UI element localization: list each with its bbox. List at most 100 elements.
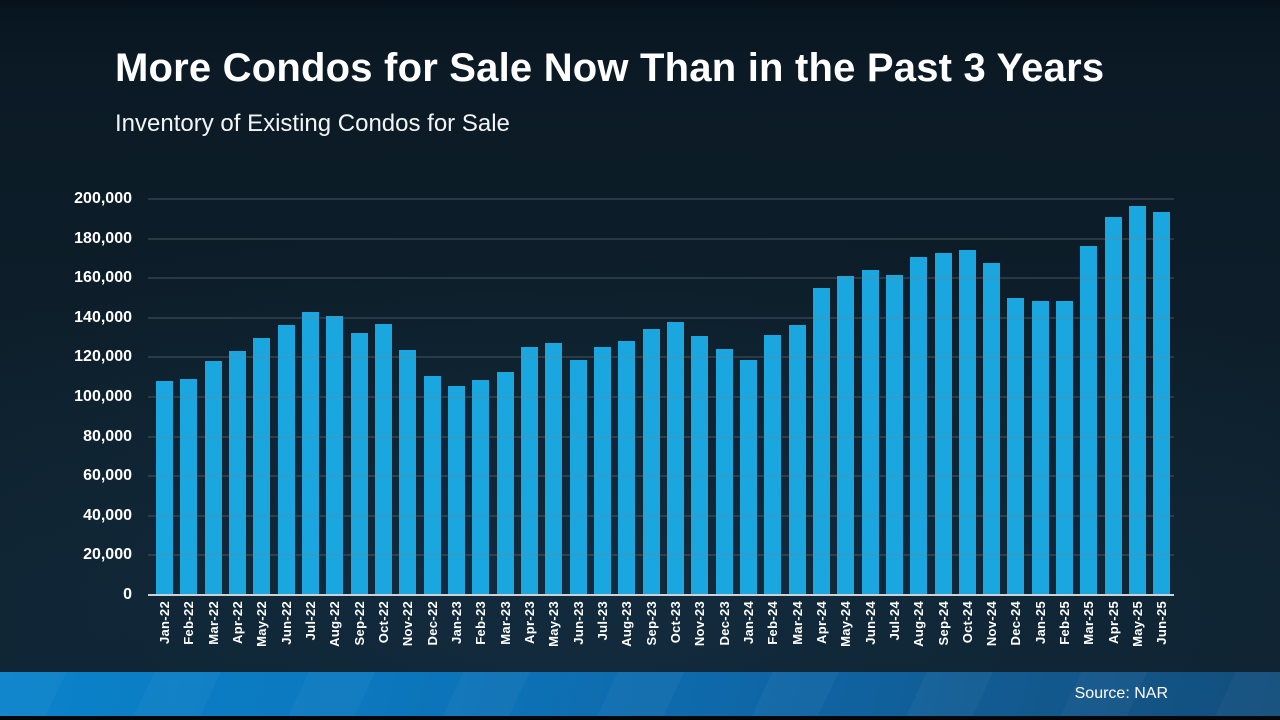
- y-axis-label: 0: [123, 586, 132, 603]
- bar-aug-24: [910, 257, 928, 595]
- bottom-edge-strip: [0, 716, 1280, 720]
- bar-jun-22: [277, 324, 295, 595]
- bar-mar-23: [496, 372, 514, 595]
- x-axis-label-slot: Jul-24: [886, 601, 903, 663]
- x-axis-label-slot: Jun-24: [862, 601, 879, 663]
- y-axis-label: 140,000: [74, 308, 132, 326]
- x-axis-label-slot: Jun-25: [1153, 601, 1170, 663]
- x-axis-label-slot: Nov-23: [691, 601, 708, 663]
- x-axis-label: Nov-24: [984, 601, 1000, 647]
- bar-feb-23: [472, 380, 490, 595]
- y-axis-labels: 0 20,000 40,000 60,000 80,000 100,000 120,000 1…: [40, 191, 140, 603]
- bar-feb-22: [180, 379, 198, 595]
- bar-nov-24: [983, 263, 1001, 595]
- x-axis-label-slot: Nov-24: [983, 601, 1000, 663]
- bar-nov-23: [691, 335, 709, 595]
- x-axis-label: Jul-23: [594, 601, 610, 641]
- x-axis-label-slot: Oct-23: [667, 601, 684, 663]
- bar-dec-24: [1007, 298, 1025, 595]
- x-axis-label: Mar-22: [205, 601, 221, 645]
- y-axis-label: 160,000: [74, 269, 132, 287]
- y-axis-label: 80,000: [83, 427, 132, 445]
- bar-may-25: [1129, 205, 1147, 595]
- x-axis-label: Nov-22: [400, 601, 416, 647]
- x-axis-label-slot: Nov-22: [399, 601, 416, 663]
- bar-apr-23: [520, 346, 538, 595]
- x-axis-label: Jun-25: [1154, 601, 1170, 645]
- bar-jun-23: [569, 360, 587, 595]
- x-axis-label-slot: Jan-25: [1032, 601, 1049, 663]
- bar-oct-22: [374, 323, 392, 595]
- x-axis-label: Sep-23: [643, 601, 659, 646]
- x-axis-label: Aug-22: [327, 601, 343, 647]
- bar-may-24: [837, 276, 855, 595]
- x-axis-label: Aug-24: [911, 601, 927, 647]
- bar-mar-22: [204, 361, 222, 595]
- x-axis-label-slot: Mar-25: [1080, 601, 1097, 663]
- x-axis-label: Dec-23: [716, 601, 732, 646]
- bar-jul-23: [593, 346, 611, 595]
- x-axis-labels: Jan-22 Feb-22 Mar-22 Apr-22 May-22 Jun-22 Jul-…: [156, 601, 1171, 663]
- x-axis-label: Apr-25: [1105, 601, 1121, 644]
- x-axis-label: May-24: [838, 601, 854, 647]
- x-axis-label-slot: Apr-23: [521, 601, 538, 663]
- x-axis-label-slot: Aug-22: [326, 601, 343, 663]
- x-axis-label-slot: Mar-24: [789, 601, 806, 663]
- x-axis-label-slot: Oct-24: [959, 601, 976, 663]
- y-axis-label: 100,000: [74, 388, 132, 405]
- bar-feb-24: [764, 334, 782, 595]
- x-axis-label-slot: Oct-22: [375, 601, 392, 663]
- x-axis-label-slot: Sep-22: [351, 601, 368, 663]
- bar-jul-24: [885, 275, 903, 595]
- x-axis-label: Jun-23: [570, 601, 586, 645]
- bar-sep-22: [350, 332, 368, 595]
- x-axis-label-slot: Dec-24: [1007, 601, 1024, 663]
- x-axis-label-slot: Mar-23: [497, 601, 514, 663]
- x-axis-label-slot: Aug-24: [910, 601, 927, 663]
- x-axis-label-slot: May-25: [1129, 601, 1146, 663]
- plot-area: [148, 198, 1174, 596]
- footer-bar: Source: NAR: [0, 672, 1280, 716]
- x-axis-label-slot: Jul-22: [302, 601, 319, 663]
- x-axis-label-slot: Aug-23: [618, 601, 635, 663]
- x-axis-label-slot: Apr-24: [813, 601, 830, 663]
- x-axis-label: Apr-22: [229, 601, 245, 644]
- x-axis-label-slot: May-23: [545, 601, 562, 663]
- x-axis-label: Apr-23: [521, 601, 537, 644]
- x-axis-label: Dec-22: [424, 601, 440, 646]
- x-axis-label: Jun-24: [862, 601, 878, 645]
- x-axis-label: Feb-24: [765, 601, 781, 645]
- x-axis-label: Feb-25: [1057, 601, 1073, 645]
- bar-jan-24: [739, 360, 757, 595]
- x-axis-label-slot: Dec-23: [716, 601, 733, 663]
- x-axis-label-slot: Mar-22: [205, 601, 222, 663]
- x-axis-label: Mar-23: [497, 601, 513, 645]
- x-axis-label: Sep-22: [351, 601, 367, 646]
- bar-dec-22: [423, 376, 441, 595]
- bar-aug-23: [618, 340, 636, 595]
- x-axis-label: Jan-24: [740, 601, 756, 644]
- x-axis-label: Sep-24: [935, 601, 951, 646]
- x-axis-label-slot: Apr-25: [1105, 601, 1122, 663]
- y-axis-label: 180,000: [74, 229, 132, 247]
- y-axis-label: 40,000: [83, 506, 132, 524]
- footer-sheen: [0, 672, 1280, 716]
- x-axis-label: May-23: [546, 601, 562, 647]
- x-axis-label: Feb-23: [473, 601, 489, 645]
- x-axis-label-slot: Apr-22: [229, 601, 246, 663]
- x-axis-label-slot: Sep-23: [643, 601, 660, 663]
- x-axis-label: May-22: [254, 601, 270, 647]
- x-axis-label: Jan-23: [448, 601, 464, 644]
- y-axis-label: 60,000: [83, 467, 132, 485]
- x-axis-label-slot: Feb-23: [472, 601, 489, 663]
- chart-subtitle: Inventory of Existing Condos for Sale: [115, 110, 510, 137]
- x-axis-label: Jan-25: [1032, 601, 1048, 644]
- bar-jan-23: [447, 386, 465, 595]
- page-title: More Condos for Sale Now Than in the Pas…: [115, 46, 1105, 90]
- x-axis-label: Feb-22: [181, 601, 197, 645]
- x-axis-label-slot: Jan-24: [740, 601, 757, 663]
- bar-jun-25: [1153, 211, 1171, 595]
- bar-dec-23: [715, 349, 733, 595]
- bar-apr-25: [1104, 216, 1122, 595]
